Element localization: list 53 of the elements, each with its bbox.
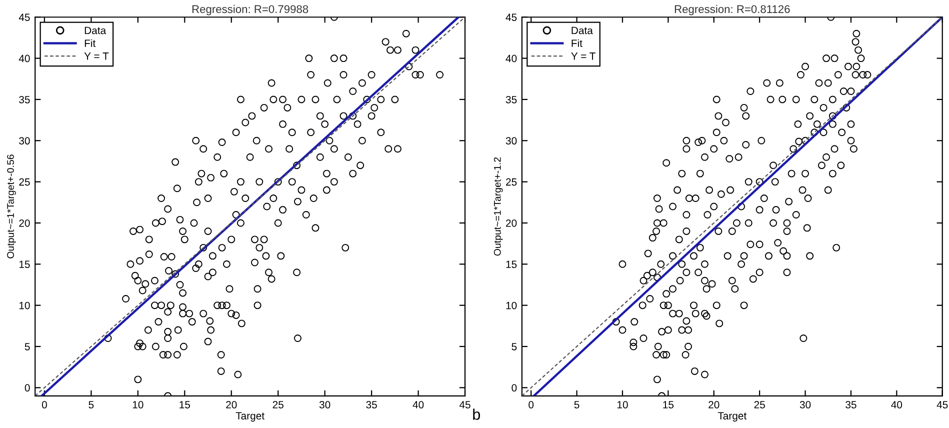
x-tick-label: 45 xyxy=(459,401,470,408)
y-tick-label: 0 xyxy=(512,384,517,392)
x-tick-label: 20 xyxy=(708,401,720,408)
x-tick-label: 40 xyxy=(891,401,902,408)
legend-label: Fit xyxy=(572,39,582,47)
y-tick-label: 15 xyxy=(19,260,30,268)
x-tick-label: 0 xyxy=(42,401,47,408)
chart-title: Regression: R=0.81126 xyxy=(674,4,790,16)
legend-label: Y = T xyxy=(84,52,109,60)
y-tick-label: 35 xyxy=(506,96,517,104)
legend-label: Data xyxy=(572,26,593,34)
y-tick-label: 40 xyxy=(506,54,517,62)
y-axis-title: Output~=1*Target+-1.2 xyxy=(494,157,503,256)
y-axis-title: Output~=1*Target+-0.56 xyxy=(7,154,16,258)
y-tick-label: 20 xyxy=(506,219,517,227)
x-tick-label: 10 xyxy=(617,401,628,408)
x-tick-label: 30 xyxy=(800,401,811,408)
x-tick-label: 25 xyxy=(272,401,284,408)
x-axis-title: Target xyxy=(236,412,264,422)
chart-title: Regression: R=0.79988 xyxy=(192,4,308,16)
y-tick-label: 10 xyxy=(19,302,30,310)
y-tick-label: 25 xyxy=(19,178,30,186)
x-tick-label: 40 xyxy=(412,401,424,408)
y-tick-label: 45 xyxy=(18,14,30,21)
x-tick-label: 45 xyxy=(936,401,948,408)
x-tick-label: 20 xyxy=(226,401,237,408)
y-tick-label: 40 xyxy=(18,54,30,62)
x-tick-label: 10 xyxy=(132,401,144,408)
text: b xyxy=(473,408,480,420)
x-tick-label: 15 xyxy=(663,401,674,408)
x-tick-label: 30 xyxy=(319,401,330,408)
y-tick-label: 10 xyxy=(506,302,517,310)
x-tick-label: 35 xyxy=(366,401,377,408)
y-tick-label: 30 xyxy=(19,137,30,145)
legend-label: Y = T xyxy=(571,52,596,60)
x-tick-label: 25 xyxy=(754,401,765,408)
y-tick-label: 15 xyxy=(506,260,517,268)
x-tick-label: 5 xyxy=(88,401,94,408)
legend-label: Fit xyxy=(84,39,96,47)
x-tick-label: 0 xyxy=(528,401,534,408)
legend-label: Data xyxy=(84,26,106,34)
x-tick-label: 5 xyxy=(574,401,580,408)
y-tick-label: 25 xyxy=(506,178,517,186)
x-axis-title: Target xyxy=(718,412,747,422)
y-tick-label: 5 xyxy=(24,343,30,350)
x-tick-label: 15 xyxy=(180,401,190,408)
y-tick-label: 0 xyxy=(24,384,30,392)
y-tick-label: 20 xyxy=(19,219,30,227)
y-tick-label: 35 xyxy=(19,96,30,104)
y-tick-label: 5 xyxy=(512,343,517,350)
x-tick-label: 35 xyxy=(846,401,856,408)
y-tick-label: 45 xyxy=(506,14,517,21)
y-tick-label: 30 xyxy=(506,137,517,145)
